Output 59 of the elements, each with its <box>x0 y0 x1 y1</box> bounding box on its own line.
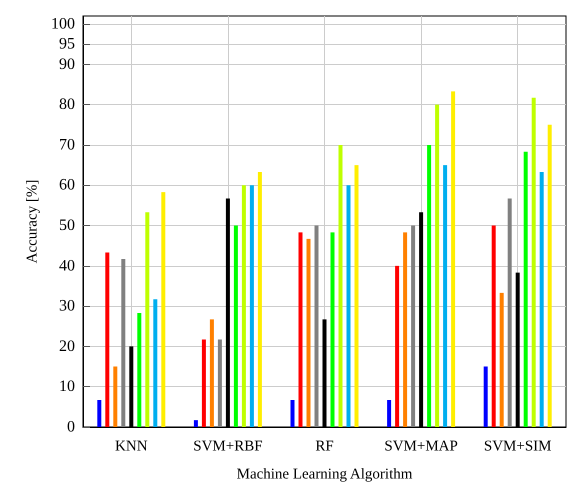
bar <box>524 152 528 427</box>
bar <box>306 238 310 427</box>
bar <box>330 232 334 427</box>
x-tick-label: KNN <box>115 438 148 454</box>
x-tick-label: SVM+RBF <box>193 438 263 454</box>
bar <box>218 340 222 427</box>
bar <box>411 226 416 427</box>
x-tick-label: RF <box>315 438 334 454</box>
bar <box>105 252 110 427</box>
bar <box>451 91 456 427</box>
bar <box>97 400 102 427</box>
bar <box>210 319 214 427</box>
bar <box>395 266 400 427</box>
bar <box>314 226 318 427</box>
bar <box>443 165 448 427</box>
bar <box>338 144 342 427</box>
y-tick-label: 0 <box>67 418 75 436</box>
bar <box>500 292 504 427</box>
bar <box>250 185 254 427</box>
bar <box>242 185 246 427</box>
bar <box>548 124 552 427</box>
x-tick-label: SVM+MAP <box>384 438 458 454</box>
y-tick-label: 80 <box>59 96 75 114</box>
bar <box>427 144 432 427</box>
bar <box>435 104 440 427</box>
y-tick-label: 60 <box>59 176 75 194</box>
bar <box>137 312 142 427</box>
bar <box>484 366 488 427</box>
bar <box>508 198 512 427</box>
bar <box>346 185 350 427</box>
bar <box>387 400 392 427</box>
bar <box>145 212 150 427</box>
bar <box>532 98 536 427</box>
y-tick-label: 90 <box>59 56 75 73</box>
bar <box>298 232 302 427</box>
y-tick-label: 100 <box>51 16 75 33</box>
y-tick-label: 40 <box>59 257 75 274</box>
bar <box>202 340 206 427</box>
bar <box>194 420 198 427</box>
bar <box>492 226 496 427</box>
bar <box>403 232 408 427</box>
bar <box>113 366 118 427</box>
bar <box>121 258 126 427</box>
bar <box>540 172 544 427</box>
bar <box>354 165 358 427</box>
bar <box>153 299 158 427</box>
y-tick-label: 70 <box>59 136 75 154</box>
bar <box>234 226 238 427</box>
y-tick-label: 10 <box>59 378 75 396</box>
y-tick-label: 50 <box>59 217 75 234</box>
y-axis-title: Accuracy [%] <box>24 180 41 264</box>
bar <box>258 172 262 427</box>
bar <box>290 400 294 427</box>
x-tick-label: SVM+SIM <box>484 438 552 454</box>
y-tick-label: 30 <box>59 298 75 315</box>
y-tick-label: 95 <box>59 36 75 53</box>
y-tick-label: 20 <box>59 338 75 355</box>
bar <box>161 192 166 427</box>
x-axis-title: Machine Learning Algorithm <box>236 466 413 482</box>
